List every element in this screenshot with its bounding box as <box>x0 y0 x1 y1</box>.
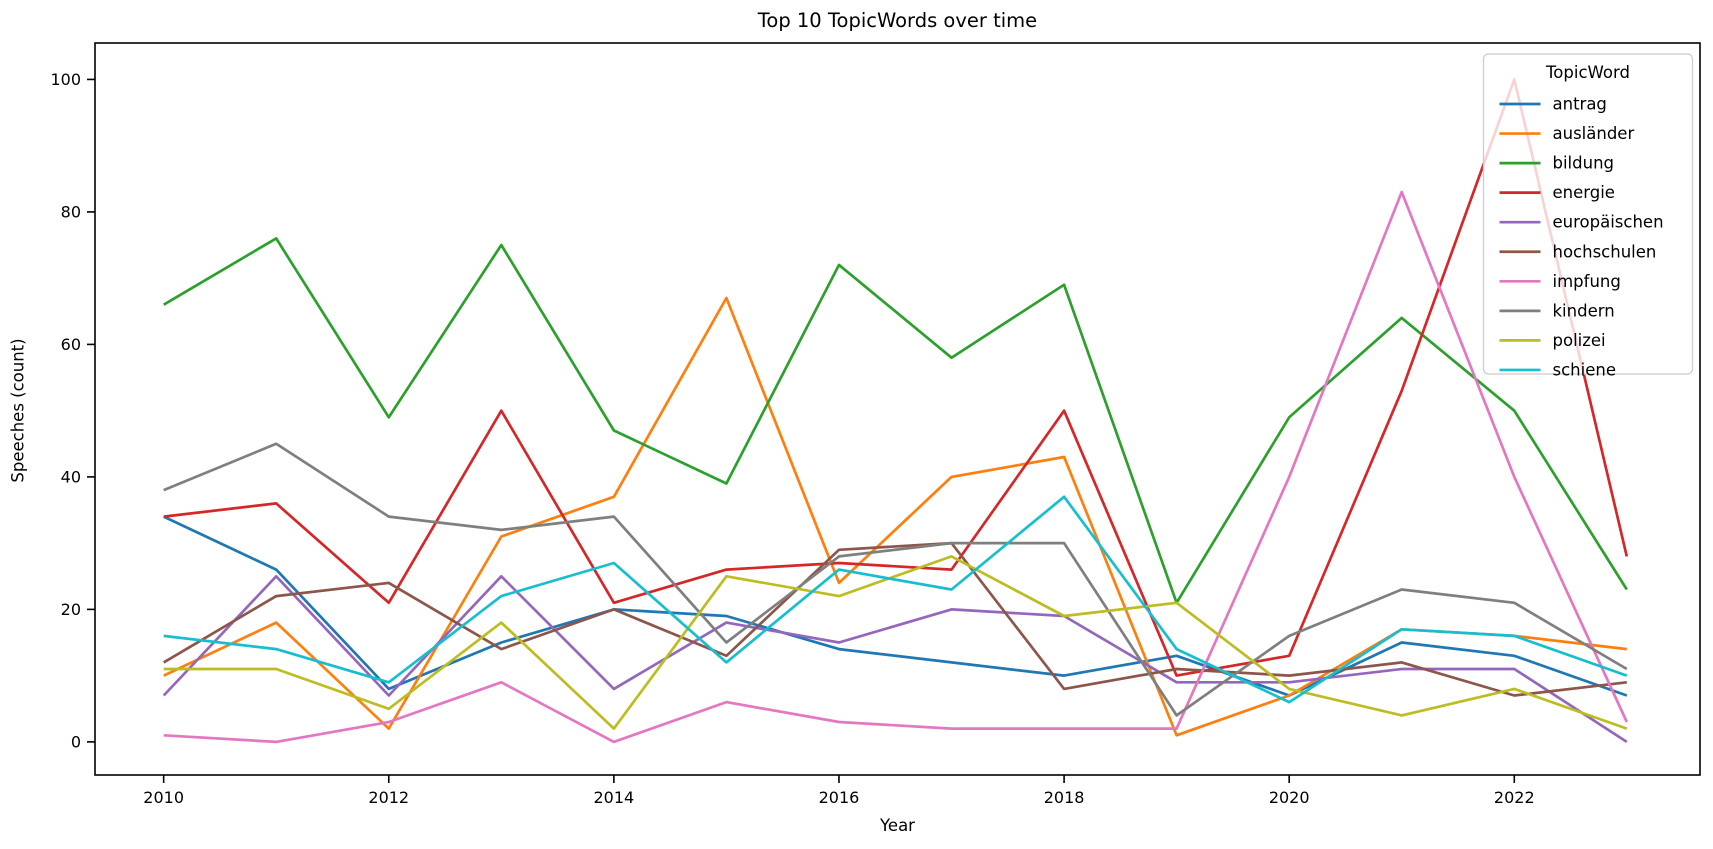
series-lines <box>162 78 1629 744</box>
x-tick-label: 2012 <box>368 788 409 807</box>
series-line-bildung <box>163 237 1628 605</box>
plot-spines <box>94 42 1701 776</box>
legend-label-energie: energie <box>1553 183 1615 202</box>
x-tick-label: 2018 <box>1044 788 1085 807</box>
y-tick-label: 60 <box>61 335 81 354</box>
series-line-schiene <box>163 495 1628 704</box>
y-tick-label: 100 <box>50 70 81 89</box>
legend-label-impfung: impfung <box>1553 272 1621 291</box>
legend-title: TopicWord <box>1545 63 1630 82</box>
x-tick-label: 2010 <box>143 788 184 807</box>
legend-label-schiene: schiene <box>1553 360 1616 379</box>
series-line-energie <box>163 78 1629 677</box>
y-tick-label: 0 <box>71 732 81 751</box>
series-line-hochschulen <box>163 541 1627 697</box>
axis-ticks: 2010 2012 2014 2016 2018 2020 2022 0 20 40 60 80 100 <box>50 70 1534 807</box>
x-tick-label: 2014 <box>594 788 635 807</box>
series-line-antrag <box>163 515 1628 697</box>
y-tick-label: 20 <box>61 600 81 619</box>
legend-label-bildung: bildung <box>1553 154 1615 173</box>
legend-label-hochschulen: hochschulen <box>1553 242 1657 261</box>
y-tick-label: 80 <box>61 202 81 221</box>
legend-label-kindern: kindern <box>1553 301 1615 320</box>
legend-label-polizei: polizei <box>1553 331 1606 350</box>
series-line-europäischen <box>162 574 1628 744</box>
x-tick-label: 2020 <box>1269 788 1310 807</box>
series-line-kindern <box>163 442 1628 717</box>
series-line-polizei <box>163 555 1628 730</box>
x-tick-label: 2022 <box>1494 788 1535 807</box>
y-tick-label: 40 <box>61 467 81 486</box>
legend-label-ausländer: ausländer <box>1553 124 1635 143</box>
chart-title: Top 10 TopicWords over time <box>757 9 1038 32</box>
legend-label-europäischen: europäischen <box>1553 213 1664 232</box>
legend: TopicWord antrag ausländer bildung energie eu… <box>1482 53 1694 379</box>
legend-label-antrag: antrag <box>1553 95 1607 114</box>
y-axis-label: Speeches (count) <box>8 338 28 483</box>
x-axis-label: Year <box>880 816 915 835</box>
series-line-impfung <box>163 190 1629 744</box>
x-tick-label: 2016 <box>819 788 860 807</box>
